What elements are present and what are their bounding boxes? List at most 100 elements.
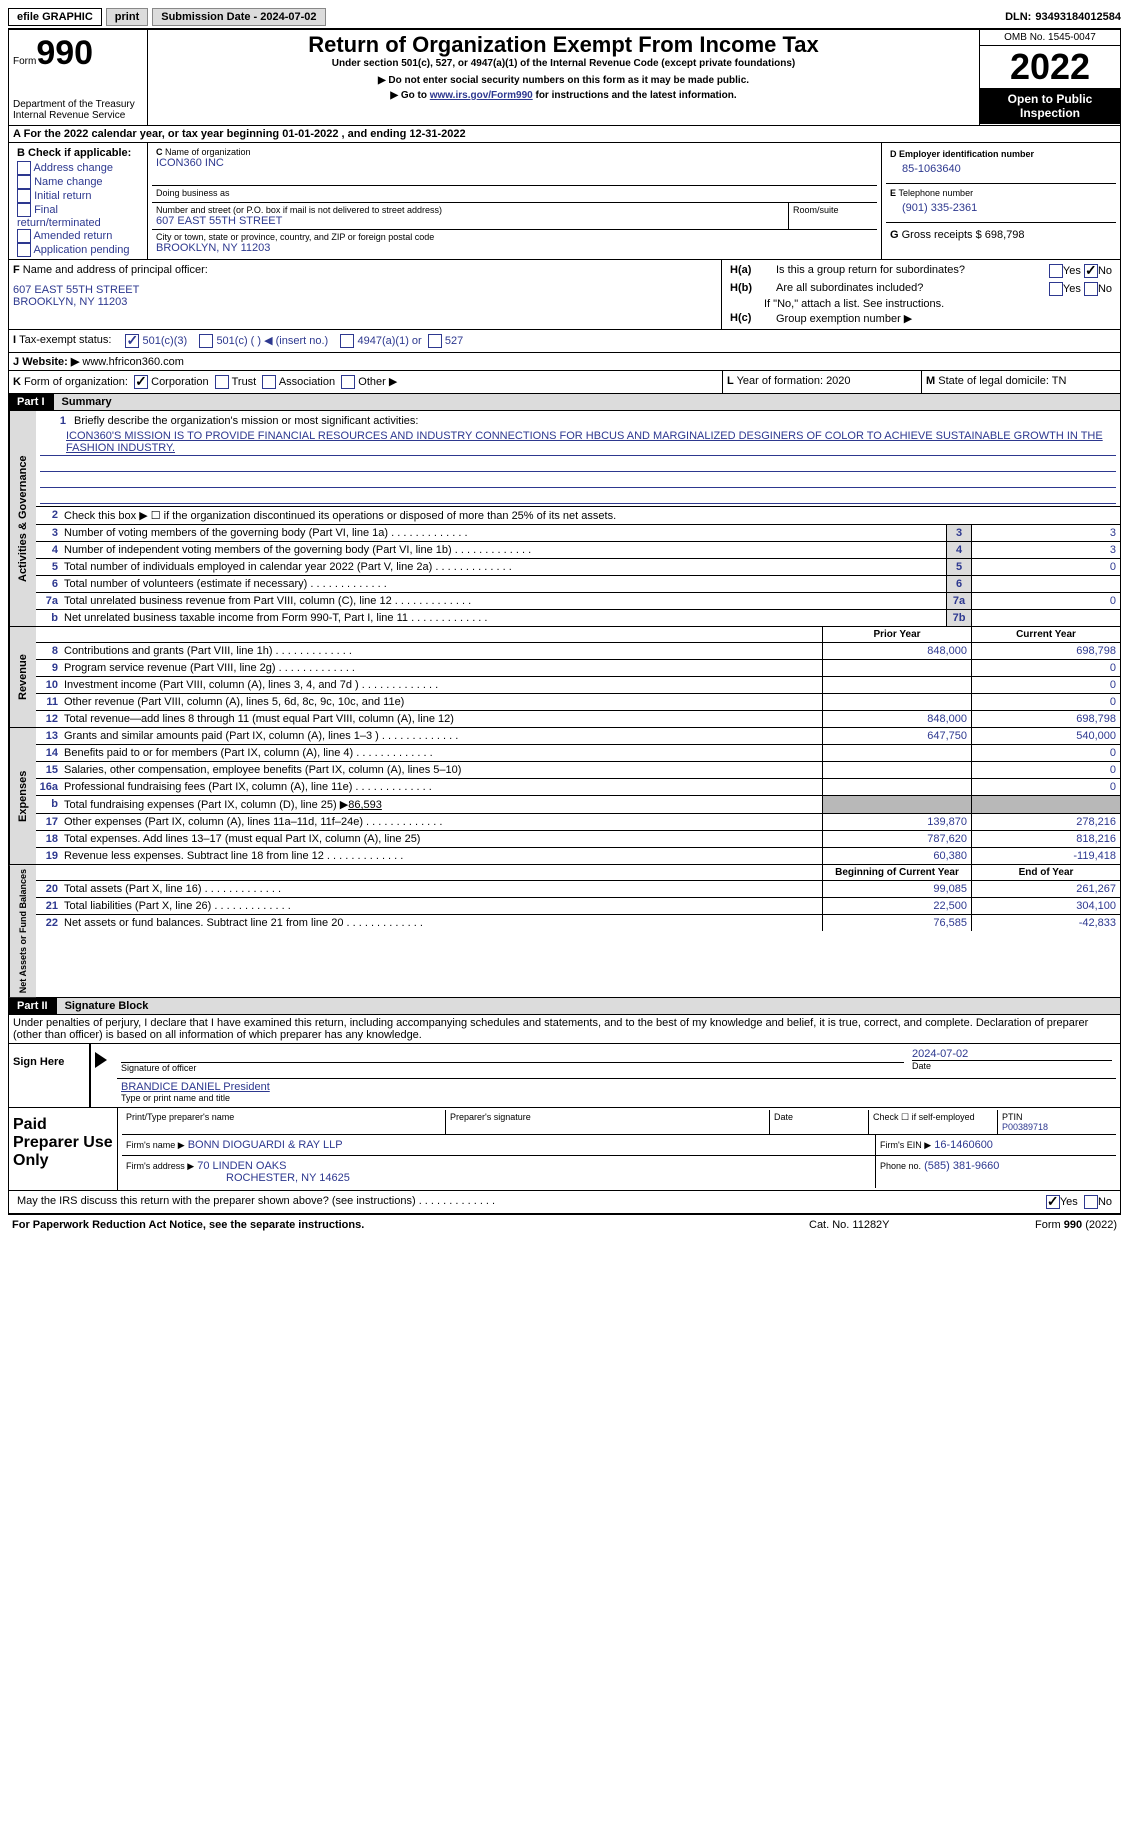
goto-post: for instructions and the latest informat… [533,90,737,101]
section-c: C Name of organization ICON360 INC Doing… [148,143,882,259]
l6-val [971,576,1120,592]
tax-year-range: For the 2022 calendar year, or tax year … [24,128,466,140]
header-block: B Check if applicable: Address change Na… [8,143,1121,260]
l16a-prior [822,779,971,795]
l10-curr: 0 [971,677,1120,693]
l3-text: Number of voting members of the governin… [62,525,946,541]
irs-label: Internal Revenue Service [13,110,143,121]
l19-curr: -119,418 [971,848,1120,864]
l14-prior [822,745,971,761]
chk-app-pending[interactable]: Application pending [17,243,139,257]
l7a-val: 0 [971,593,1120,609]
year-formation: 2020 [826,375,850,387]
dln-value: 93493184012584 [1035,11,1121,23]
boy-hdr: Beginning of Current Year [822,865,971,880]
part2-header: Part II Signature Block [8,998,1121,1015]
firm-name: BONN DIOGUARDI & RAY LLP [188,1139,343,1151]
form-title: Return of Organization Exempt From Incom… [156,32,971,58]
part1-header: Part I Summary [8,394,1121,411]
chk-initial-return[interactable]: Initial return [17,189,139,203]
l16a-text: Professional fundraising fees (Part IX, … [62,779,822,795]
l7b-text: Net unrelated business taxable income fr… [62,610,946,626]
l9-prior [822,660,971,676]
l20-curr: 261,267 [971,881,1120,897]
name-title-label: Type or print name and title [121,1093,1112,1103]
vtab-activities: Activities & Governance [9,411,36,626]
note-ssn: ▶ Do not enter social security numbers o… [156,75,971,86]
l8-text: Contributions and grants (Part VIII, lin… [62,643,822,659]
chk-trust[interactable] [215,375,229,389]
chk-corp[interactable] [134,375,148,389]
open-inspection: Open to Public Inspection [980,88,1120,124]
chk-name-change[interactable]: Name change [17,175,139,189]
dln-label: DLN: [1005,11,1031,23]
top-bar: efile GRAPHIC print Submission Date - 20… [8,8,1121,30]
may-irs-yes[interactable] [1046,1195,1060,1209]
chk-501c[interactable] [199,334,213,348]
chk-501c3[interactable] [125,334,139,348]
chk-4947[interactable] [340,334,354,348]
sign-here-label: Sign Here [9,1044,89,1107]
chk-other[interactable] [341,375,355,389]
ha-yes[interactable] [1049,264,1063,278]
l15-prior [822,762,971,778]
city-label: City or town, state or province, country… [156,232,873,242]
form-footer: Form 990 (2022) [973,1217,1121,1233]
prep-phone: (585) 381-9660 [924,1160,999,1172]
expenses-section: Expenses 13Grants and similar amounts pa… [8,728,1121,865]
note-goto: ▶ Go to www.irs.gov/Form990 for instruct… [156,90,971,101]
website-label: Website: ▶ [22,356,79,368]
l7b-val [971,610,1120,626]
l9-curr: 0 [971,660,1120,676]
l22-text: Net assets or fund balances. Subtract li… [62,915,822,931]
l14-text: Benefits paid to or for members (Part IX… [62,745,822,761]
l9-text: Program service revenue (Part VIII, line… [62,660,822,676]
hb-no[interactable] [1084,282,1098,296]
l18-prior: 787,620 [822,831,971,847]
chk-527[interactable] [428,334,442,348]
self-employed-chk[interactable]: Check ☐ if self-employed [869,1110,998,1134]
chk-assoc[interactable] [262,375,276,389]
l-label: Year of formation: [737,375,823,387]
org-name: ICON360 INC [156,157,873,169]
gross-value: 698,798 [985,229,1025,241]
declaration-text: Under penalties of perjury, I declare th… [8,1015,1121,1044]
l4-val: 3 [971,542,1120,558]
page-footer: For Paperwork Reduction Act Notice, see … [8,1215,1121,1235]
prep-date-label: Date [770,1110,869,1134]
hb-yes[interactable] [1049,282,1063,296]
chk-address-change[interactable]: Address change [17,161,139,175]
firm-addr1: 70 LINDEN OAKS [197,1160,286,1172]
l21-text: Total liabilities (Part X, line 26) [62,898,822,914]
l16b-val: 86,593 [348,799,382,811]
l17-text: Other expenses (Part IX, column (A), lin… [62,814,822,830]
org-address: 607 EAST 55TH STREET [156,215,784,227]
part1-label: Part I [9,394,53,410]
chk-final-return[interactable]: Final return/terminated [17,203,139,229]
firm-ein: 16-1460600 [934,1139,993,1151]
irs-link[interactable]: www.irs.gov/Form990 [430,90,533,101]
l10-text: Investment income (Part VIII, column (A)… [62,677,822,693]
l15-text: Salaries, other compensation, employee b… [62,762,822,778]
dba-label: Doing business as [156,188,873,198]
may-irs-no[interactable] [1084,1195,1098,1209]
ptin-value: P00389718 [1002,1122,1112,1132]
may-irs-text: May the IRS discuss this return with the… [13,1193,1042,1211]
l6-text: Total number of volunteers (estimate if … [62,576,946,592]
print-button[interactable]: print [106,8,148,26]
l13-curr: 540,000 [971,728,1120,744]
l16a-curr: 0 [971,779,1120,795]
addr-label: Number and street (or P.O. box if mail i… [156,205,784,215]
hb-label: Are all subordinates included? [772,280,1045,298]
l7a-text: Total unrelated business revenue from Pa… [62,593,946,609]
firm-name-label: Firm's name ▶ [126,1140,185,1150]
revenue-section: Revenue Prior YearCurrent Year 8Contribu… [8,627,1121,728]
part1-title: Summary [53,394,1120,410]
ha-no[interactable] [1084,264,1098,278]
sig-arrow-icon [95,1052,107,1068]
phone-value: (901) 335-2361 [890,198,1112,218]
ptin-label: PTIN [1002,1112,1112,1122]
chk-amended[interactable]: Amended return [17,229,139,243]
officer-label: Name and address of principal officer: [23,264,208,276]
l4-text: Number of independent voting members of … [62,542,946,558]
